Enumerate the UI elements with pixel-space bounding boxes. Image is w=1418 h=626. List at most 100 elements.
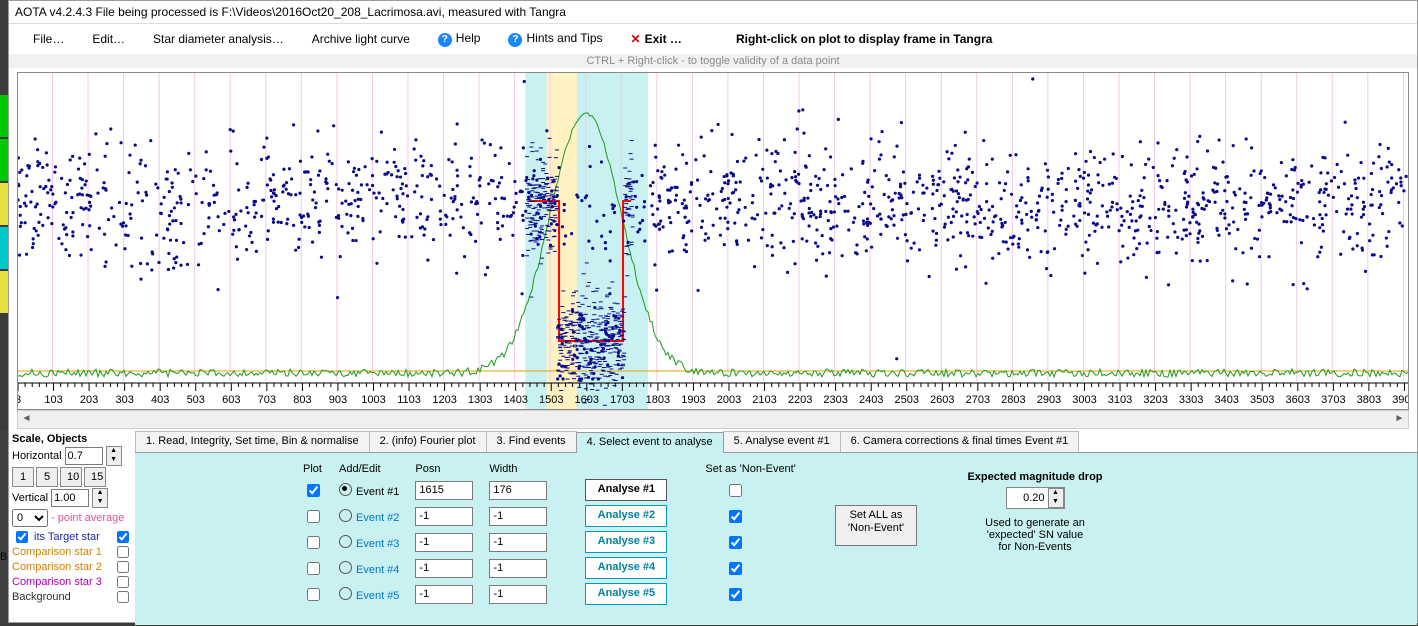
svg-text:603: 603	[222, 394, 240, 406]
menu-file[interactable]: File…	[19, 28, 78, 50]
event-posn-3[interactable]	[415, 533, 473, 552]
svg-text:103: 103	[44, 394, 62, 406]
event-plot-chk-5[interactable]	[307, 588, 320, 601]
light-curve-plot[interactable]: 3103203303403503603703803903100311031203…	[17, 72, 1409, 410]
menu-hints[interactable]: ?Hints and Tips	[494, 27, 616, 51]
event-nonev-chk-5[interactable]	[729, 588, 742, 601]
magnitude-drop-panel: Expected magnitude drop ▲▼ Used to gener…	[955, 471, 1115, 553]
event-width-1[interactable]	[489, 481, 547, 500]
scale-btn-15[interactable]: 15	[84, 467, 106, 487]
menu-edit[interactable]: Edit…	[78, 28, 139, 50]
event-radio-3[interactable]	[339, 535, 352, 548]
analyse-btn-5[interactable]: Analyse #5	[585, 583, 667, 605]
horiz-spinner[interactable]: ▲▼	[106, 446, 122, 466]
close-icon: ✕	[631, 32, 641, 46]
legend-chk-4[interactable]	[117, 591, 129, 603]
svg-text:2603: 2603	[930, 394, 954, 406]
analyse-btn-2[interactable]: Analyse #2	[585, 505, 667, 527]
event-width-4[interactable]	[489, 559, 547, 578]
event-posn-4[interactable]	[415, 559, 473, 578]
event-radio-4[interactable]	[339, 561, 352, 574]
left-edge-strip: B	[0, 0, 8, 623]
legend-label-1: Comparison star 1	[12, 546, 110, 558]
svg-text:503: 503	[187, 394, 205, 406]
vert-spinner[interactable]: ▲▼	[92, 488, 108, 508]
vert-input[interactable]	[51, 489, 89, 507]
event-radio-1[interactable]	[339, 483, 352, 496]
magdrop-spinner[interactable]: ▲▼	[1048, 488, 1064, 508]
plot-svg: 3103203303403503603703803903100311031203…	[18, 73, 1408, 409]
scale-btn-10[interactable]: 10	[60, 467, 82, 487]
ctrl-hint: CTRL + Right-click - to toggle validity …	[9, 54, 1417, 68]
legend-label-3: Comparison star 3	[12, 576, 110, 588]
scroll-left-arrow[interactable]: ◄	[18, 411, 35, 426]
event-posn-5[interactable]	[415, 585, 473, 604]
legend-chk-2[interactable]	[117, 561, 129, 573]
analyse-btn-4[interactable]: Analyse #4	[585, 557, 667, 579]
svg-text:3303: 3303	[1179, 394, 1203, 406]
event-nonev-chk-1[interactable]	[729, 484, 742, 497]
svg-text:3203: 3203	[1143, 394, 1167, 406]
event-radio-2[interactable]	[339, 509, 352, 522]
event-radio-5[interactable]	[339, 587, 352, 600]
event-nonev-chk-2[interactable]	[729, 510, 742, 523]
event-plot-chk-4[interactable]	[307, 562, 320, 575]
event-plot-chk-2[interactable]	[307, 510, 320, 523]
event-plot-chk-1[interactable]	[307, 484, 320, 497]
legend-chk-0[interactable]	[117, 531, 129, 543]
event-name-5: Event #5	[356, 590, 399, 602]
tab-3[interactable]: 4. Select event to analyse	[576, 432, 724, 453]
menu-help[interactable]: ?Help	[424, 27, 495, 51]
svg-text:B: B	[0, 551, 7, 563]
horizontal-scrollbar[interactable]: ◄ ►	[17, 410, 1409, 429]
svg-text:2003: 2003	[717, 394, 741, 406]
svg-text:1803: 1803	[646, 394, 670, 406]
menu-exit[interactable]: ✕Exit …	[617, 28, 696, 50]
magdrop-input[interactable]	[1007, 488, 1048, 508]
event-row-5: Event #5 Analyse #5	[295, 583, 804, 605]
event-width-3[interactable]	[489, 533, 547, 552]
legend-chk-3[interactable]	[117, 576, 129, 588]
event-width-5[interactable]	[489, 585, 547, 604]
set-all-nonevent-button[interactable]: Set ALL as 'Non-Event'	[835, 505, 917, 546]
scroll-right-arrow[interactable]: ►	[1391, 411, 1408, 426]
scale-buttons: 1 5 10 15	[12, 467, 132, 487]
analyse-btn-3[interactable]: Analyse #3	[585, 531, 667, 553]
event-name-2: Event #2	[356, 512, 399, 524]
svg-text:3: 3	[18, 394, 21, 406]
scale-objects-panel: Scale, Objects Horizontal ▲▼ 1 5 10 15 V…	[9, 431, 135, 617]
event-posn-2[interactable]	[415, 507, 473, 526]
svg-text:203: 203	[80, 394, 98, 406]
tab-5[interactable]: 6. Camera corrections & final times Even…	[840, 431, 1080, 452]
scale-btn-5[interactable]: 5	[36, 467, 58, 487]
menu-archive[interactable]: Archive light curve	[298, 28, 424, 50]
svg-text:3903: 3903	[1392, 394, 1408, 406]
legend-label-0: its Target star	[34, 531, 110, 543]
legend-label-4: Background	[12, 591, 110, 603]
menubar: File… Edit… Star diameter analysis… Arch…	[9, 24, 1417, 54]
svg-text:1703: 1703	[610, 394, 634, 406]
tab-4[interactable]: 5. Analyse event #1	[723, 431, 841, 452]
horiz-input[interactable]	[65, 447, 103, 465]
legend-left-chk-0[interactable]	[16, 531, 28, 543]
tab-1[interactable]: 2. (info) Fourier plot	[369, 431, 487, 452]
svg-text:1603: 1603	[575, 394, 599, 406]
event-grid: PlotAdd/EditPosnWidthSet as 'Non-Event'E…	[295, 459, 804, 609]
event-plot-chk-3[interactable]	[307, 536, 320, 549]
event-posn-1[interactable]	[415, 481, 473, 500]
event-nonev-chk-3[interactable]	[729, 536, 742, 549]
menu-star-diameter[interactable]: Star diameter analysis…	[139, 28, 298, 50]
scale-btn-1[interactable]: 1	[12, 467, 34, 487]
svg-text:1303: 1303	[468, 394, 492, 406]
event-nonev-chk-4[interactable]	[729, 562, 742, 575]
avg-select[interactable]: 0	[12, 509, 48, 527]
svg-text:2403: 2403	[859, 394, 883, 406]
legend-chk-1[interactable]	[117, 546, 129, 558]
analyse-btn-1[interactable]: Analyse #1	[585, 479, 667, 501]
tab-2[interactable]: 3. Find events	[486, 431, 577, 452]
magdrop-value[interactable]: ▲▼	[1006, 487, 1065, 509]
tab-0[interactable]: 1. Read, Integrity, Set time, Bin & norm…	[135, 431, 370, 452]
svg-text:1403: 1403	[503, 394, 527, 406]
event-width-2[interactable]	[489, 507, 547, 526]
svg-text:3603: 3603	[1286, 394, 1310, 406]
